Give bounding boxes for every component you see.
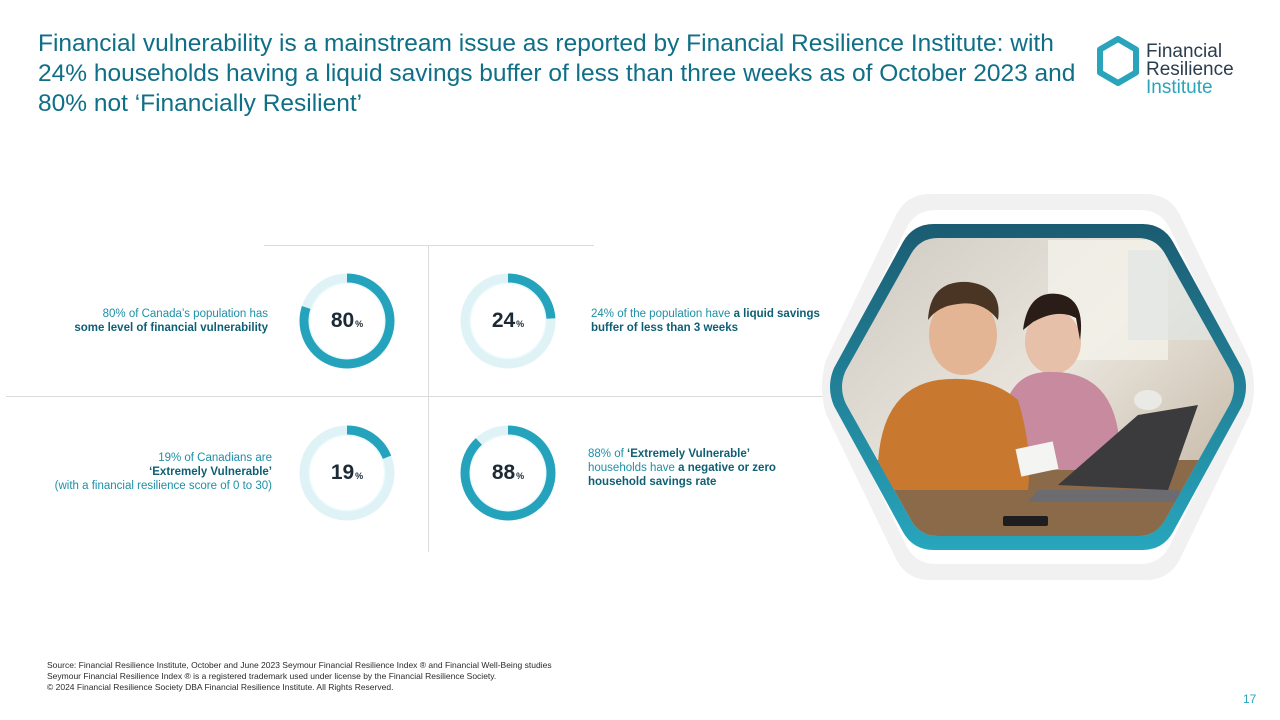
stat-ring-80: 80% <box>294 268 400 374</box>
stat-19-unit: % <box>355 471 364 481</box>
stat-19-desc-line3: (with a financial resilience score of 0 … <box>54 480 272 492</box>
stat-ring-88: 88% <box>455 420 561 526</box>
stat-80-value: 80% <box>294 268 400 374</box>
stat-88-unit: % <box>516 471 525 481</box>
stat-19-arc <box>299 425 395 521</box>
stat-24-description: 24% of the population have a liquid savi… <box>591 307 821 335</box>
stat-88-value: 88% <box>455 420 561 526</box>
logo-line-2: Resilience <box>1146 59 1234 80</box>
stat-19-desc-bold: ‘Extremely Vulnerable’ <box>149 466 272 478</box>
logo-wordmark: Financial Resilience Institute <box>1146 41 1234 98</box>
stat-80-desc-bold: some level of financial vulnerability <box>74 322 268 334</box>
footer-trademark: Seymour Financial Resilience Index ® is … <box>47 671 497 681</box>
stat-ring-24: 24% <box>455 268 561 374</box>
slide-title: Financial vulnerability is a mainstream … <box>38 30 1076 117</box>
stat-80-arc <box>299 273 395 369</box>
stat-80-desc-plain: 80% of Canada’s population has <box>102 308 268 320</box>
stat-80-description: 80% of Canada’s population has some leve… <box>20 307 268 335</box>
grid-divider-middle <box>6 396 834 397</box>
stat-80-unit: % <box>355 319 364 329</box>
stat-19-description: 19% of Canadians are ‘Extremely Vulnerab… <box>20 451 272 493</box>
photo-frame <box>818 190 1258 584</box>
logo-line-1: Financial <box>1146 41 1223 62</box>
page-number: 17 <box>1243 692 1257 706</box>
grid-divider-vertical <box>428 245 429 552</box>
logo: Financial Resilience Institute <box>1096 34 1256 100</box>
stat-88-description: 88% of ‘Extremely Vulnerable’ households… <box>588 447 808 489</box>
stat-88-desc-plain: 88% of <box>588 448 624 460</box>
stat-24-arc <box>460 273 556 369</box>
stat-24-number: 24 <box>491 309 516 332</box>
grid-divider-top <box>264 245 594 246</box>
stat-19-value: 19% <box>294 420 400 526</box>
footer-source: Source: Financial Resilience Institute, … <box>47 660 552 670</box>
stat-24-desc-plain: 24% of the population have <box>591 308 731 320</box>
stat-80-number: 80 <box>330 309 355 332</box>
footer-copyright: © 2024 Financial Resilience Society DBA … <box>47 682 394 692</box>
stat-88-desc-mid: households have <box>588 462 675 474</box>
stat-24-desc-bold: a liquid savings buffer of less than 3 w… <box>591 308 820 334</box>
stat-88-desc-bold1: ‘Extremely Vulnerable’ <box>627 448 750 460</box>
footer: Source: Financial Resilience Institute, … <box>47 660 552 693</box>
stat-88-arc <box>460 425 556 521</box>
stat-19-desc-line1: 19% of Canadians are <box>158 452 272 464</box>
stat-88-number: 88 <box>491 461 516 484</box>
logo-line-3: Institute <box>1146 77 1213 98</box>
stat-88-desc-bold2: a negative or zero household savings rat… <box>588 462 776 488</box>
stat-24-value: 24% <box>455 268 561 374</box>
hexagon-ring-icon <box>1097 36 1139 86</box>
stat-ring-19: 19% <box>294 420 400 526</box>
hexagon-photo <box>822 194 1254 580</box>
stat-19-number: 19 <box>330 461 355 484</box>
stat-24-unit: % <box>516 319 525 329</box>
